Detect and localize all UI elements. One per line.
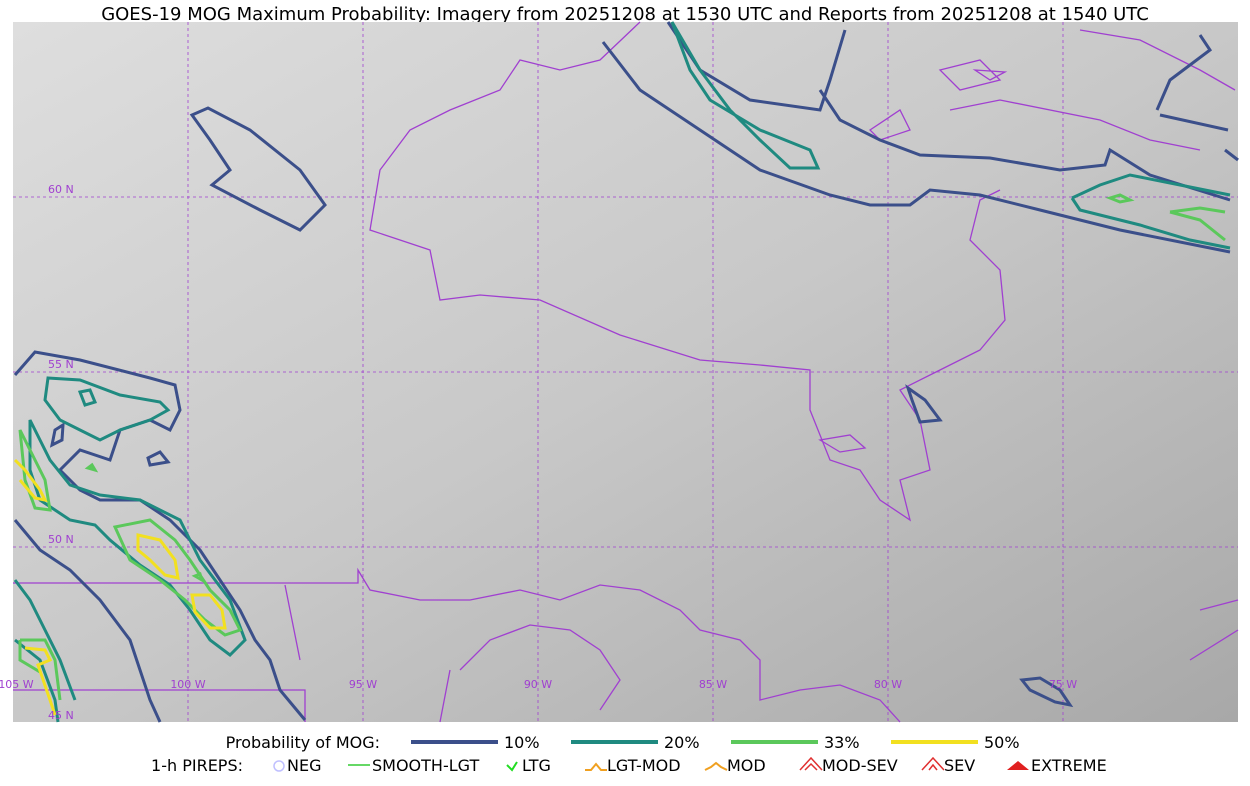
legend-label: SEV xyxy=(944,756,975,775)
legend-label: 10% xyxy=(504,733,540,752)
graticule xyxy=(13,22,1238,722)
lon-label: 100 W xyxy=(170,678,205,691)
pirep-symbol xyxy=(585,762,607,771)
legend-title: Probability of MOG: xyxy=(226,733,380,752)
coastlines xyxy=(13,21,1239,723)
legend-label: LGT-MOD xyxy=(607,756,681,775)
legend-label: LTG xyxy=(522,756,551,775)
pirep-symbol xyxy=(273,760,285,772)
pirep-symbol xyxy=(506,761,518,772)
pirep-symbol xyxy=(799,756,823,771)
legend-title: 1-h PIREPS: xyxy=(151,756,243,775)
pirep-symbol xyxy=(1007,761,1029,770)
legend-label: MOD xyxy=(727,756,766,775)
lon-label: 95 W xyxy=(349,678,377,691)
legend-label: 20% xyxy=(664,733,700,752)
legend-label: SMOOTH-LGT xyxy=(372,756,479,775)
lat-label: 55 N xyxy=(48,358,74,371)
legend: Probability of MOG: 1-h PIREPS: 10% 20% 33… xyxy=(151,733,1107,775)
lon-label: 85 W xyxy=(699,678,727,691)
title: GOES-19 MOG Maximum Probability: Imagery… xyxy=(101,4,1149,25)
legend-label: EXTREME xyxy=(1031,756,1107,775)
pirep-symbol xyxy=(921,756,945,771)
lon-label: 80 W xyxy=(874,678,902,691)
lon-label: 105 W xyxy=(0,678,34,691)
legend-label: MOD-SEV xyxy=(822,756,898,775)
lat-label: 60 N xyxy=(48,183,74,196)
lat-label: 45 N xyxy=(48,709,74,722)
pirep-symbol xyxy=(704,761,728,771)
legend-label: NEG xyxy=(287,756,321,775)
legend-label: 50% xyxy=(984,733,1020,752)
probability-contours xyxy=(13,21,1239,723)
lat-label: 50 N xyxy=(48,533,74,546)
lon-label: 75 W xyxy=(1049,678,1077,691)
lon-label: 90 W xyxy=(524,678,552,691)
grid-labels: 60 N 55 N 50 N 45 N 105 W 100 W 95 W 90 … xyxy=(0,183,1077,722)
legend-label: 33% xyxy=(824,733,860,752)
